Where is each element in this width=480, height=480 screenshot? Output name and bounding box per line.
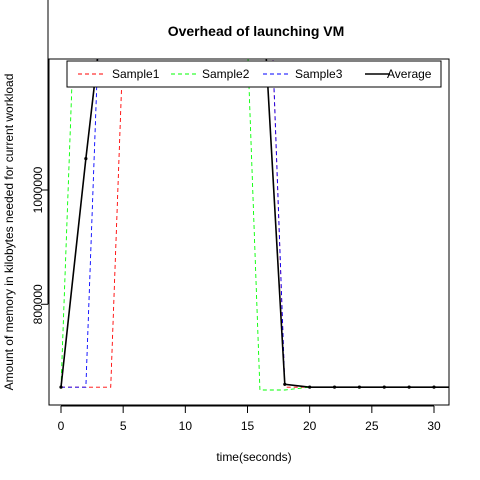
data-point [457, 386, 460, 389]
data-point [308, 385, 312, 389]
data-point [382, 385, 386, 389]
legend: Sample1 Sample2 Sample3 Average [66, 60, 442, 88]
series-layer [59, 59, 460, 391]
legend-label: Sample1 [112, 67, 160, 81]
x-tick-label: 20 [303, 419, 317, 433]
series-line-average [60, 59, 449, 388]
data-point [407, 385, 411, 389]
x-tick-label: 10 [179, 419, 193, 433]
y-axis: 800000100000014000001800000 [31, 0, 49, 324]
data-point [84, 156, 88, 161]
y-tick-label: 800000 [31, 284, 45, 324]
data-point [357, 385, 361, 389]
legend-box [66, 60, 442, 88]
data-point [432, 385, 436, 389]
data-point [283, 382, 287, 386]
x-tick-label: 30 [427, 419, 441, 433]
x-tick-label: 5 [120, 419, 127, 433]
x-axis: 0 5 10 15 20 25 30 [58, 405, 441, 433]
y-axis-label: Amount of memory in kilobytes needed for… [2, 74, 16, 391]
data-point [332, 385, 337, 389]
x-axis-label: time(seconds) [216, 450, 291, 464]
data-point [59, 385, 63, 389]
x-tick-label: 15 [241, 419, 255, 433]
legend-label: Average [387, 67, 432, 81]
chart-title: Overhead of launching VM [168, 23, 345, 39]
legend-label: Sample3 [295, 67, 343, 81]
y-tick-label: 1000000 [31, 166, 45, 213]
x-tick-label: 0 [58, 419, 65, 433]
series-line-sample3 [61, 59, 449, 388]
series-line-sample1 [61, 59, 449, 388]
plot-frame [48, 58, 450, 406]
legend-label: Sample2 [202, 67, 250, 81]
x-tick-label: 25 [365, 419, 379, 433]
